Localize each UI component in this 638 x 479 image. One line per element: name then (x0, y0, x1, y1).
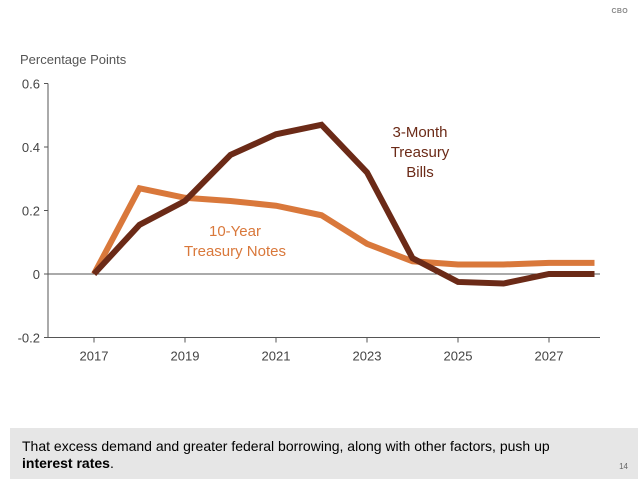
series-label-10-year-notes: 10-Year Treasury Notes (184, 223, 286, 260)
caption-emphasis: interest rates (22, 455, 110, 471)
y-axis-title: Percentage Points (20, 52, 127, 67)
caption-bar: That excess demand and greater federal b… (10, 428, 638, 479)
y-tick-label: -0.2 (18, 331, 40, 346)
caption-end: . (109, 455, 114, 471)
x-tick-label: 2019 (171, 349, 200, 364)
series-label-line: Bills (406, 164, 434, 181)
line-chart: 0.6 0.4 0.2 0 -0.2 2017 2019 2021 2023 2025 2027 3-… (18, 77, 600, 364)
y-tick-label: 0.2 (22, 204, 40, 219)
series-label-3-month-bills: 3-Month Treasury Bills (391, 124, 450, 181)
caption-text: That excess demand and greater federal b… (22, 438, 602, 472)
cbo-logo: CBO (611, 8, 628, 15)
series-label-line: Treasury Notes (184, 243, 286, 260)
series-label-line: 3-Month (392, 124, 447, 141)
x-tick-label: 2017 (80, 349, 109, 364)
series-label-line: Treasury (391, 144, 450, 161)
x-tick-label: 2023 (353, 349, 382, 364)
page-number: 14 (619, 462, 628, 471)
caption-main: That excess demand and greater federal b… (22, 438, 550, 454)
y-tick-label: 0.4 (22, 140, 40, 155)
y-tick-label: 0 (33, 267, 40, 282)
y-tick-label: 0.6 (22, 77, 40, 92)
series-line-3-month-bills (91, 121, 595, 287)
x-tick-label: 2025 (444, 349, 473, 364)
x-tick-label: 2027 (535, 349, 564, 364)
x-tick-label: 2021 (262, 349, 291, 364)
series-line-10-year-notes (91, 184, 595, 276)
series-label-line: 10-Year (209, 223, 261, 240)
